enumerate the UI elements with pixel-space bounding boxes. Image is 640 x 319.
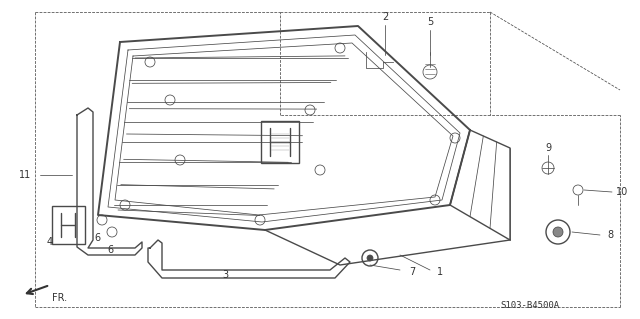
Text: 2: 2 bbox=[382, 12, 388, 22]
Text: 6: 6 bbox=[107, 245, 113, 255]
Text: 5: 5 bbox=[427, 17, 433, 27]
Text: 9: 9 bbox=[545, 143, 551, 153]
Text: 6: 6 bbox=[94, 233, 100, 243]
Text: FR.: FR. bbox=[52, 293, 67, 303]
Bar bbox=[261, 121, 299, 163]
Text: S103-B4500A: S103-B4500A bbox=[500, 300, 559, 309]
Text: 1: 1 bbox=[437, 267, 443, 277]
Circle shape bbox=[367, 255, 373, 261]
Text: 11: 11 bbox=[19, 170, 31, 180]
Text: 4: 4 bbox=[47, 237, 53, 247]
Circle shape bbox=[553, 227, 563, 237]
Text: 10: 10 bbox=[616, 187, 628, 197]
Bar bbox=[51, 206, 84, 244]
Text: 3: 3 bbox=[222, 270, 228, 280]
Text: 8: 8 bbox=[607, 230, 613, 240]
Text: 7: 7 bbox=[409, 267, 415, 277]
